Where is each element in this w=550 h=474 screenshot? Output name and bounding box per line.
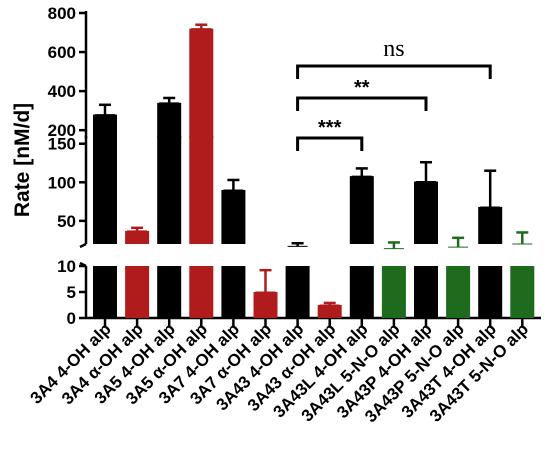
bar [93,114,117,138]
bar [221,190,246,244]
bar [285,266,310,318]
y-tick-label: 150 [48,135,76,154]
axes [79,11,541,320]
significance-label: ** [354,77,370,99]
y-tick-label: 200 [48,121,76,140]
axis-break-mark [79,242,87,249]
bar [125,230,150,244]
bar [189,266,214,318]
bar [157,102,182,138]
bar [414,266,438,318]
bar [478,206,503,244]
bar [221,266,246,318]
bar [125,266,150,318]
bar [189,28,214,138]
bars [93,28,535,318]
significance-label: ns [383,36,404,62]
bar [349,266,374,318]
significance-bracket [296,64,492,79]
bar [93,266,117,318]
bar [157,136,182,244]
y-tick-label: 0 [67,309,76,328]
significance-label: *** [318,117,342,139]
y-axis-label: Rate [nM/d] [11,103,34,217]
error-bars [95,23,533,306]
y-tick-label: 800 [48,4,76,23]
bar [93,136,117,244]
significance-bracket [296,136,364,151]
y-tick-label: 10 [57,257,76,276]
bar [381,266,406,318]
y-tick-label: 5 [67,283,76,302]
bar [157,266,182,318]
y-tick-label: 100 [48,173,76,192]
bar [317,305,342,318]
significance-bracket [296,96,428,111]
y-tick-label: 600 [48,43,76,62]
bar [349,176,374,244]
y-tick-label: 50 [57,212,76,231]
bar [510,266,535,318]
bar [478,266,503,318]
bar [253,292,278,318]
bar [189,136,214,244]
bar [414,181,438,244]
bar [446,266,471,318]
significance-brackets: *****ns [296,36,492,151]
y-tick-label: 400 [48,82,76,101]
